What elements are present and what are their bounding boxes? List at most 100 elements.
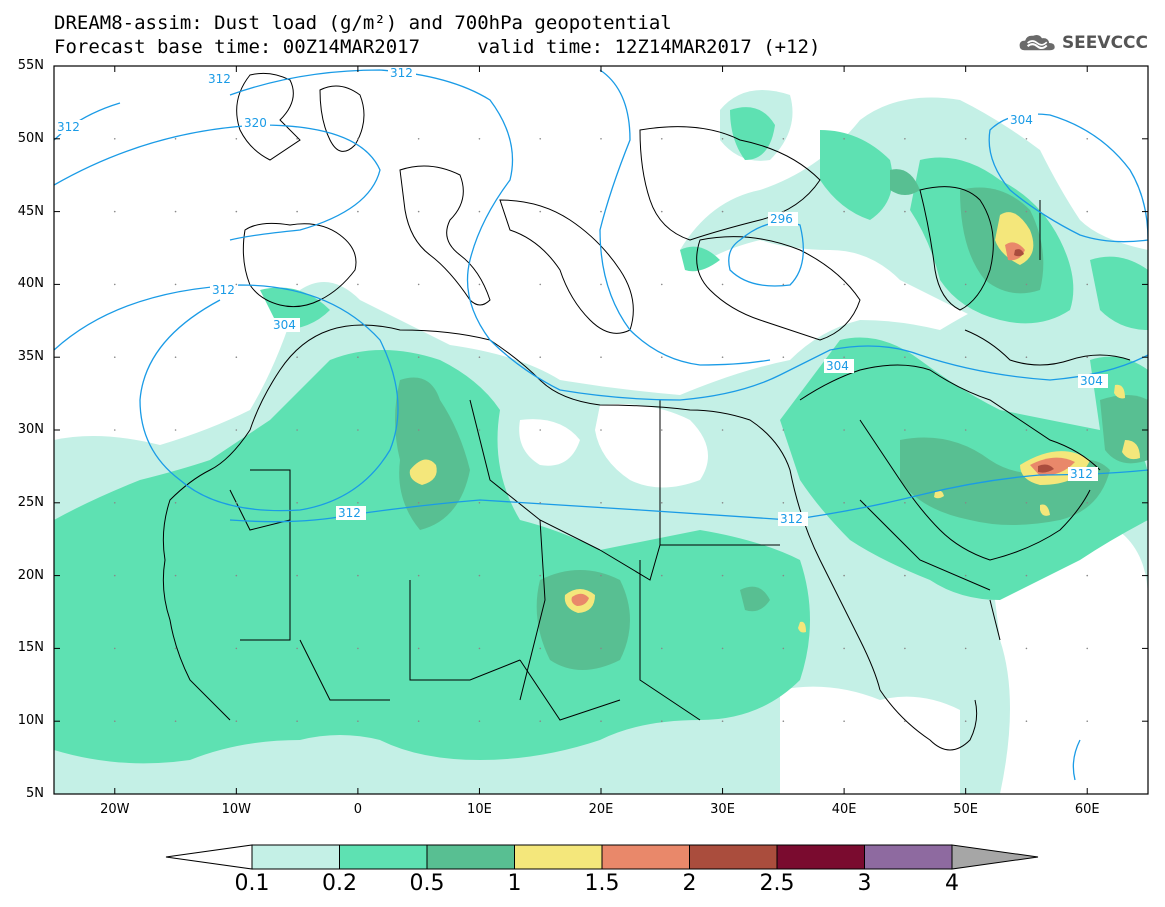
graticule-dot [539,429,542,431]
graticule-dot [417,647,420,650]
graticule-dot [1025,210,1028,213]
graticule-dot [660,574,663,577]
graticule-dot [904,210,906,213]
axis-ticks [54,65,1148,795]
graticule-dot [174,647,177,650]
graticule-dot [782,283,785,286]
dust-level-2 [1014,249,1054,473]
contour-label: 312 [208,72,231,86]
longitude-label: 0 [353,802,363,817]
graticule-dot [539,138,542,140]
graticule-dot [235,574,238,577]
graticule-dot [174,138,177,140]
graticule-dot [1025,356,1028,359]
graticule-dot [843,138,845,140]
graticule-dot [1086,502,1089,504]
graticule-dot [235,283,238,286]
colorbar-box [601,844,690,870]
graticule-dot [904,647,906,650]
graticule-dot [357,574,359,577]
graticule-dot [600,574,602,577]
graticule-dot [600,429,602,431]
colorbar-label: 0.1 [234,871,270,896]
contour-label: 296 [770,212,793,226]
graticule-dot [843,574,845,577]
colorbar-high-arrow [951,844,1039,870]
graticule-dot [782,210,785,213]
graticule-dot [235,502,238,504]
graticule-dot [417,720,420,722]
graticule-dot [1025,283,1028,286]
contour-label: 312 [338,506,361,520]
graticule-dot [296,647,298,650]
graticule-dot [782,502,785,504]
contour-label: 304 [826,359,849,373]
graticule-dot [357,429,359,431]
longitude-label: 10E [467,802,492,817]
graticule-dot [235,356,238,359]
graticule-dot [721,429,724,431]
graticule-dot [964,574,967,577]
graticule-dot [113,502,116,504]
graticule-dot [660,210,663,213]
latitude-label: 5N [26,786,44,801]
graticule-dot [782,574,785,577]
graticule-dot [1086,356,1089,359]
graticule-dot [539,356,542,359]
graticule-dot [721,720,724,722]
graticule-dot [174,502,177,504]
contour-label: 312 [1070,467,1093,481]
graticule-dot [600,502,602,504]
colorbar-box [514,844,603,870]
graticule-dot [904,283,906,286]
graticule-dot [478,283,481,286]
graticule-dot [235,429,238,431]
graticule-dot [1025,138,1028,140]
graticule-dot [1025,720,1028,722]
graticule-dot [782,138,785,140]
graticule-dot [357,283,359,286]
geopotential-contours [54,69,1148,781]
graticule-dot [478,138,481,140]
graticule-dot [843,429,845,431]
graticule-dot [235,720,238,722]
graticule-dot [843,647,845,650]
logo-text: SEEVCCC [1061,33,1148,53]
latitude-label: 15N [17,640,44,656]
graticule-dot [782,647,785,650]
graticule-dots [113,138,1089,722]
graticule-dot [964,647,967,650]
graticule-dot [296,502,298,504]
colorbar [165,844,1039,870]
graticule-dot [113,429,116,431]
longitude-label: 20E [588,802,614,817]
longitude-label: 30E [710,802,735,817]
graticule-dot [904,502,906,504]
contour-label: 304 [273,318,296,332]
latitude-label: 55N [17,58,44,73]
colorbar-box [426,844,515,870]
graticule-dot [721,210,724,213]
graticule-dot [964,502,967,504]
graticule-dot [904,356,906,359]
graticule-dot [296,210,298,213]
graticule-dot [964,429,967,431]
latitude-label: 10N [17,713,44,729]
graticule-dot [174,210,177,213]
graticule-dot [478,356,481,359]
chart-title: DREAM8-assim: Dust load (g/m²) and 700hP… [54,12,672,34]
cloud-icon [1019,35,1055,51]
dust-holes [270,404,1148,794]
longitude-label: 20W [100,802,130,817]
contour-labels: 312 312 320 312 304 312 296 304 304 312 … [55,66,1108,526]
graticule-dot [417,429,420,431]
graticule-dot [296,356,298,359]
graticule-dot [296,429,298,431]
graticule-dot [417,210,420,213]
graticule-dot [174,283,177,286]
colorbar-low-arrow [165,844,253,870]
graticule-dot [660,429,663,431]
graticule-dot [235,138,238,140]
graticule-dot [417,502,420,504]
